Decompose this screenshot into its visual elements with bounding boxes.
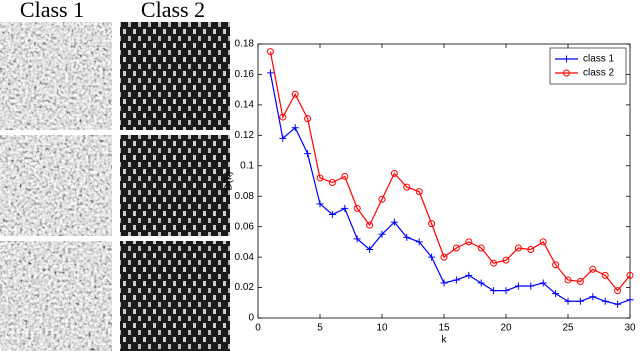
texture-images [0, 22, 230, 351]
legend-box [549, 47, 627, 85]
legend-marker [563, 69, 570, 77]
data-point [415, 188, 423, 196]
data-point [452, 244, 460, 252]
data-point [403, 183, 411, 191]
data-point [589, 293, 597, 301]
y-tick-label: 0.18 [235, 39, 255, 50]
x-tick-label: 0 [255, 323, 261, 334]
data-point [341, 172, 349, 180]
texture-image [0, 22, 112, 130]
data-point [539, 238, 547, 246]
x-axis-label: k [442, 335, 448, 346]
data-point [279, 113, 287, 121]
data-point [626, 296, 634, 304]
data-point [465, 271, 473, 279]
data-point [465, 238, 473, 246]
data-point [514, 282, 522, 290]
panel-label: Class 2 [141, 0, 205, 22]
data-point [428, 253, 436, 261]
data-point [378, 230, 386, 238]
texture-image [120, 22, 230, 130]
y-axis-label: D(k) [224, 172, 235, 191]
x-tick-label: 10 [376, 323, 388, 334]
texture-image [120, 241, 230, 351]
legend-marker [563, 55, 570, 63]
data-point [502, 287, 510, 295]
x-tick-label: 20 [500, 323, 512, 334]
data-point [614, 300, 622, 308]
y-tick-label: 0.14 [235, 100, 255, 111]
data-point [527, 246, 535, 253]
y-tick-label: 0.16 [235, 69, 255, 80]
data-point [415, 238, 423, 246]
data-point [390, 169, 398, 177]
data-point [353, 204, 361, 212]
data-point [304, 150, 312, 158]
data-point [601, 297, 609, 305]
legend-label: class 2 [583, 68, 615, 79]
data-point [266, 69, 274, 77]
data-point [514, 244, 522, 252]
data-point [539, 279, 547, 287]
data-point [477, 279, 485, 287]
data-point [614, 287, 622, 295]
series-line [269, 51, 631, 292]
data-point [626, 271, 634, 279]
data-point [353, 235, 361, 243]
y-tick-label: 0.02 [235, 282, 255, 293]
texture-image [0, 241, 112, 351]
data-point [366, 221, 374, 229]
data-point [440, 279, 448, 287]
y-tick-label: 0.04 [235, 252, 255, 263]
data-point [452, 276, 460, 284]
data-point [316, 200, 324, 208]
x-tick-label: 30 [624, 323, 636, 334]
data-point [564, 297, 572, 305]
texture-image [120, 135, 230, 236]
data-point [552, 290, 560, 298]
data-point [440, 253, 448, 261]
data-point [328, 179, 336, 187]
y-tick-label: 0.08 [235, 191, 255, 202]
data-point [490, 287, 498, 295]
data-point [576, 277, 584, 285]
data-point [428, 220, 436, 228]
data-point [552, 261, 560, 269]
data-point [291, 90, 299, 98]
x-tick-label: 5 [317, 323, 323, 334]
data-point [366, 246, 374, 253]
data-point [378, 195, 386, 203]
data-point [279, 134, 287, 142]
x-tick-label: 25 [562, 323, 574, 334]
x-tick-label: 15 [438, 323, 450, 334]
y-tick-label: 0 [248, 313, 254, 324]
data-point [291, 124, 299, 132]
panel-label: Class 1 [20, 0, 84, 22]
y-tick-label: 0.12 [235, 130, 255, 141]
data-point [527, 282, 535, 290]
data-point [490, 259, 498, 267]
data-point [601, 271, 609, 279]
data-point [266, 48, 274, 56]
series-line [269, 72, 631, 305]
data-point [390, 218, 398, 226]
y-tick-label: 0.06 [235, 221, 255, 232]
legend-label: class 1 [583, 54, 615, 65]
data-point [316, 174, 324, 182]
data-point [403, 233, 411, 241]
data-point [328, 210, 336, 218]
data-point [589, 265, 597, 273]
data-point [502, 256, 510, 264]
y-tick-label: 0.1 [240, 160, 254, 171]
data-point [576, 297, 584, 305]
texture-image [0, 135, 112, 236]
data-point [564, 276, 572, 284]
data-point [304, 115, 312, 123]
data-point [341, 204, 349, 212]
data-point [477, 244, 485, 252]
